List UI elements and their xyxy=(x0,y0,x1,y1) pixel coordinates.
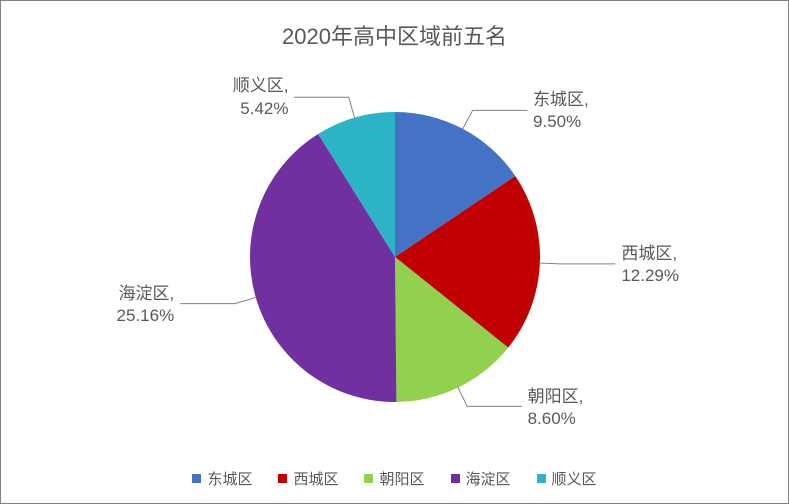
legend-label: 顺义区 xyxy=(552,468,597,489)
legend: 东城区 西城区 朝阳区 海淀区 顺义区 xyxy=(1,468,788,489)
pie-svg xyxy=(248,110,542,404)
legend-item: 西城区 xyxy=(278,468,338,489)
leader-line xyxy=(180,297,256,303)
data-label-name: 顺义区 xyxy=(233,75,289,97)
legend-item: 顺义区 xyxy=(537,468,597,489)
legend-label: 朝阳区 xyxy=(379,468,424,489)
data-label-name: 西城区 xyxy=(621,243,679,265)
legend-marker xyxy=(278,474,287,483)
chart-title: 2020年高中区域前五名 xyxy=(1,19,788,51)
data-label-name: 朝阳区 xyxy=(528,386,584,408)
data-label-percent: 25.16% xyxy=(117,305,175,327)
legend-label: 西城区 xyxy=(293,468,338,489)
data-label-name: 海淀区 xyxy=(117,283,175,305)
data-label-name: 东城区 xyxy=(533,89,589,111)
data-label-percent: 8.60% xyxy=(528,408,584,430)
legend-marker xyxy=(192,474,201,483)
data-label: 朝阳区8.60% xyxy=(528,386,584,430)
data-label-percent: 12.29% xyxy=(621,265,679,287)
leader-line xyxy=(539,263,616,264)
data-label-percent: 9.50% xyxy=(533,111,589,133)
chart-container: 2020年高中区域前五名 东城区9.50%西城区12.29%朝阳区8.60%海淀… xyxy=(0,0,789,504)
legend-item: 朝阳区 xyxy=(364,468,424,489)
legend-item: 海淀区 xyxy=(451,468,511,489)
data-label: 海淀区25.16% xyxy=(117,283,175,327)
data-label: 东城区9.50% xyxy=(533,89,589,133)
data-label-percent: 5.42% xyxy=(233,98,289,120)
legend-label: 东城区 xyxy=(207,468,252,489)
pie-area: 东城区9.50% 西城区12.29% 朝阳区8.60% 海淀区25.16% 顺义区5.4… xyxy=(1,61,788,453)
legend-marker xyxy=(451,474,460,483)
legend-marker xyxy=(364,474,373,483)
legend-marker xyxy=(537,474,546,483)
legend-label: 海淀区 xyxy=(466,468,511,489)
data-label: 顺义区5.42% xyxy=(233,75,289,119)
data-label: 西城区12.29% xyxy=(621,243,679,287)
legend-item: 东城区 xyxy=(192,468,252,489)
